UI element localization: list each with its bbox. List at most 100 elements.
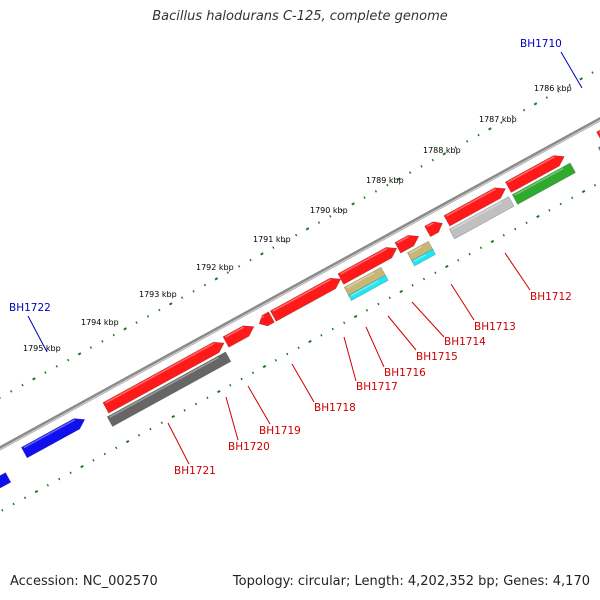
tick-mark	[536, 214, 540, 219]
tick-mark	[365, 308, 369, 312]
kbp-label: 1787 kbp	[479, 115, 517, 124]
tick-mark	[180, 296, 184, 299]
tick-mark	[568, 83, 571, 87]
gene-label-bh1719: BH1719	[259, 425, 301, 437]
tick-mark	[386, 183, 389, 187]
gene-bh1720-shade	[225, 326, 245, 338]
leader-line	[27, 315, 48, 353]
leader-line	[247, 385, 271, 425]
gene-label-bh1716: BH1716	[384, 367, 426, 379]
gene-bh1719	[258, 311, 275, 327]
gene-label-bh1715: BH1715	[416, 351, 458, 363]
kbp-label: 1789 kbp	[366, 176, 404, 185]
gene-bh1716-shade	[396, 235, 410, 244]
tick-mark	[112, 333, 115, 337]
gene-bh1722-shade	[23, 419, 76, 449]
tick-mark	[511, 115, 514, 118]
tick-mark	[545, 96, 549, 99]
leader-line	[167, 422, 190, 465]
tick-mark	[571, 196, 574, 200]
gene-bh1719-shade	[258, 315, 265, 320]
kbp-label: 1786 kbp	[534, 84, 572, 93]
tick-mark	[420, 165, 423, 168]
gene-cyan-a	[348, 274, 389, 301]
tick-mark	[12, 502, 15, 506]
gene-gray-light	[448, 196, 515, 240]
tick-mark	[442, 152, 447, 156]
tick-mark	[305, 227, 310, 231]
tick-mark	[557, 90, 560, 93]
tick-mark	[69, 471, 72, 475]
tick-mark	[217, 389, 221, 394]
tick-mark	[183, 408, 186, 412]
tick-mark	[522, 108, 526, 112]
tick-mark	[272, 246, 275, 249]
gene-bh1713	[504, 155, 565, 193]
tick-mark	[408, 171, 412, 174]
tick-mark	[171, 414, 176, 419]
gene-bh1717	[337, 247, 398, 285]
kbp-label: 1792 kbp	[196, 263, 234, 272]
leader-line	[291, 363, 315, 403]
gene-bh1721-shade	[105, 342, 215, 404]
gene-blue-left	[0, 472, 12, 489]
tick-mark	[168, 302, 173, 306]
gene-cyan-b-shade	[413, 254, 426, 262]
kbp-label: 1790 kbp	[310, 206, 348, 215]
gene-gray-light-shade	[451, 201, 502, 231]
gene-bh1714-shade	[446, 188, 496, 217]
tick-mark	[192, 290, 195, 293]
tick-mark	[533, 102, 538, 106]
tick-mark	[468, 252, 471, 256]
tick-mark	[146, 315, 150, 318]
tick-mark	[237, 265, 241, 268]
tick-mark	[479, 246, 483, 250]
gene-label-bh1718: BH1718	[314, 402, 356, 414]
tick-mark	[194, 402, 198, 406]
kbp-label: 1788 kbp	[423, 146, 461, 155]
backbone	[0, 116, 600, 451]
tick-mark	[363, 196, 366, 199]
leader-line	[343, 336, 357, 382]
tick-mark	[135, 321, 138, 324]
tick-mark	[329, 215, 332, 218]
leader-line	[411, 301, 445, 338]
outer-tick-ring	[0, 71, 594, 399]
tick-mark	[46, 483, 49, 487]
backbone-highlight	[0, 119, 600, 451]
tick-mark	[377, 302, 380, 306]
tick-mark	[160, 421, 163, 425]
gene-label-bh1720: BH1720	[228, 441, 270, 453]
accession-text: Accession: NC_002570	[10, 574, 158, 589]
tick-mark	[340, 208, 343, 212]
tick-mark	[240, 377, 243, 381]
gene-label-bh1717: BH1717	[356, 381, 398, 393]
tick-mark	[514, 227, 517, 231]
tick-mark	[286, 352, 289, 356]
tick-mark	[67, 358, 70, 362]
tick-mark	[308, 339, 312, 344]
tick-mark	[593, 183, 597, 187]
gene-bh1715-shade	[426, 222, 434, 228]
tick-mark	[274, 358, 277, 362]
gene-bh1716	[394, 235, 420, 254]
tick-mark	[203, 283, 207, 287]
tick-mark	[58, 477, 61, 481]
leader-line	[450, 283, 475, 321]
tick-mark	[411, 283, 414, 287]
tick-mark	[591, 71, 594, 74]
tick-mark	[488, 127, 492, 131]
tick-mark	[89, 346, 93, 349]
leader-line	[560, 51, 583, 89]
gene-khaki-b-shade	[409, 246, 422, 254]
tick-mark	[434, 271, 437, 275]
tick-mark	[206, 396, 209, 400]
gene-label-bh1714: BH1714	[444, 336, 486, 348]
tick-mark	[431, 158, 435, 162]
gene-label-bh1721: BH1721	[174, 465, 216, 477]
leader-line	[504, 252, 531, 291]
tick-mark	[32, 377, 36, 381]
gene-bh1713-shade	[507, 156, 555, 183]
tick-mark	[249, 258, 252, 262]
